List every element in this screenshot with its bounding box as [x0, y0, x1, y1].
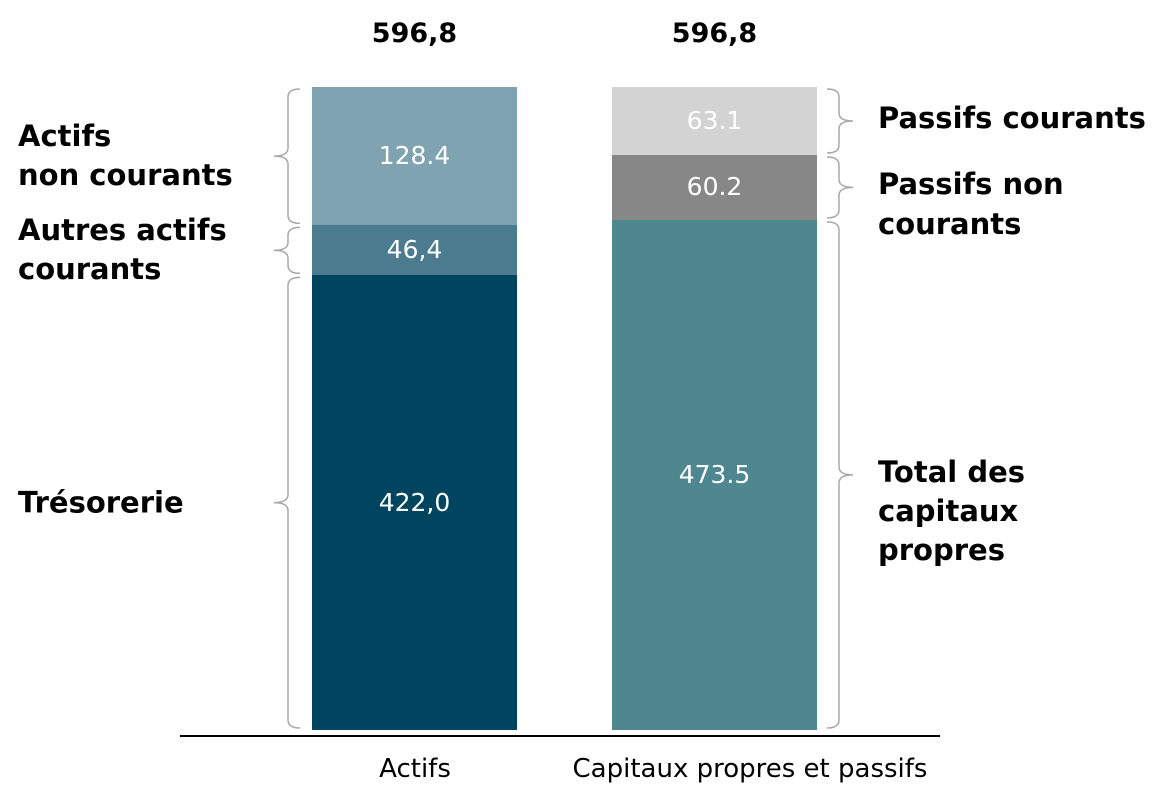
legend-label: Actifs non courants	[18, 119, 233, 193]
legend-label: Autres actifs courants	[18, 213, 227, 287]
x-tick-label: Capitaux propres et passifs	[572, 754, 928, 784]
bar-segment	[612, 154, 817, 220]
bar-segment	[312, 275, 517, 730]
legend-label: Passifs courants	[878, 100, 1146, 135]
brace	[273, 276, 301, 729]
legend-label: Total des capitaux propres	[878, 454, 1026, 568]
bar-segment	[312, 87, 517, 226]
legend-label: Trésorerie	[18, 485, 184, 520]
brace	[826, 88, 854, 154]
value-label: 473.5	[678, 460, 751, 490]
brace	[826, 156, 854, 219]
brace	[273, 226, 301, 275]
x-tick-label: Actifs	[379, 754, 451, 784]
brace	[826, 221, 854, 729]
brace	[273, 88, 301, 225]
value-label: 128.4	[378, 141, 451, 171]
value-label: 422,0	[378, 487, 451, 517]
value-label: 46,4	[386, 235, 443, 265]
value-label: 63.1	[686, 106, 743, 136]
total-label: 596,8	[671, 18, 758, 49]
bar-segment	[612, 219, 817, 730]
bar-segment	[612, 87, 817, 155]
legend-label: Passifs non courants	[878, 167, 1064, 241]
value-label: 60.2	[686, 172, 743, 202]
bar-segment	[312, 225, 517, 276]
total-label: 596,8	[371, 18, 458, 49]
